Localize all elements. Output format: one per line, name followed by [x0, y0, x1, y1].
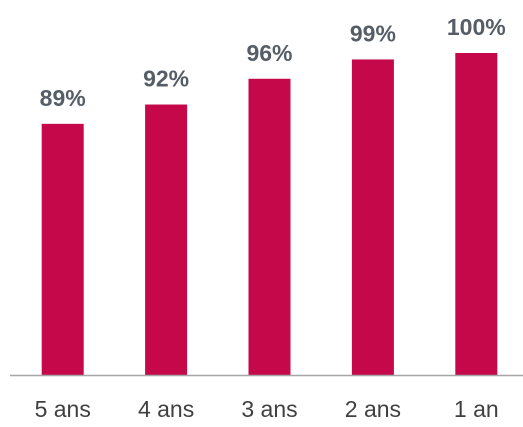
bar [41, 123, 84, 375]
bar [351, 59, 394, 375]
value-label: 92% [143, 66, 189, 92]
value-label: 89% [40, 85, 86, 111]
x-tick-label: 2 ans [345, 396, 401, 422]
bar [455, 53, 498, 375]
value-label: 96% [246, 40, 292, 66]
value-label: 99% [350, 21, 396, 47]
x-tick-label: 4 ans [138, 396, 194, 422]
x-tick-label: 1 an [454, 396, 499, 422]
bar [248, 78, 291, 375]
x-tick-label: 5 ans [35, 396, 91, 422]
bar [145, 104, 188, 376]
value-label: 100% [447, 14, 506, 40]
x-tick-label: 3 ans [241, 396, 297, 422]
